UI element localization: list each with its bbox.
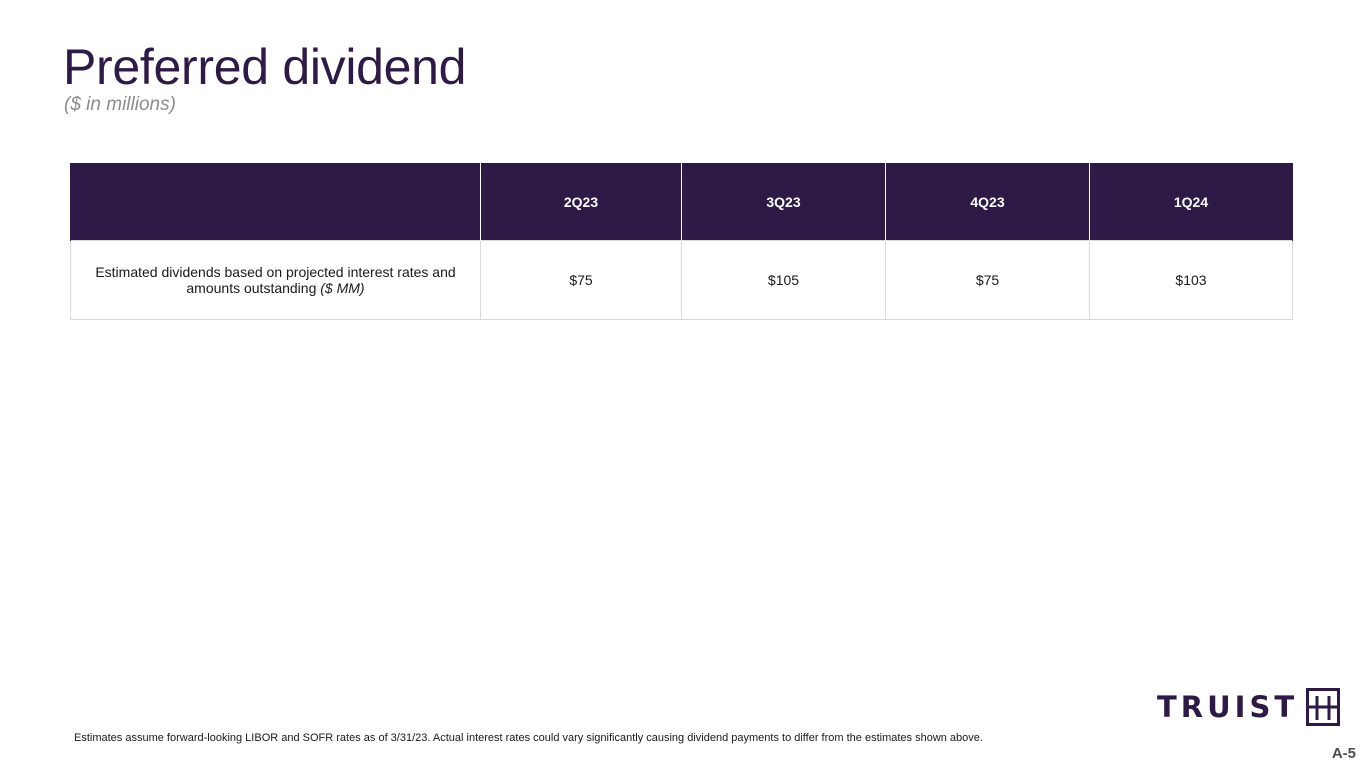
page-number: A-5 bbox=[1331, 745, 1356, 762]
page-title: Preferred dividend bbox=[63, 39, 467, 95]
header-cell-3q23: 3Q23 bbox=[681, 163, 886, 241]
row-label-text: Estimated dividends based on projected i… bbox=[95, 264, 456, 296]
logo-text: TRUIST bbox=[1157, 690, 1299, 724]
value-cell-1q24: $103 bbox=[1089, 240, 1293, 320]
value-cell-4q23: $75 bbox=[885, 240, 1090, 320]
table-row: Estimated dividends based on projected i… bbox=[70, 240, 1293, 320]
dividend-table: 2Q23 3Q23 4Q23 1Q24 Estimated dividends … bbox=[70, 163, 1293, 320]
row-label-unit: ($ MM) bbox=[320, 280, 365, 296]
row-label-cell: Estimated dividends based on projected i… bbox=[70, 240, 481, 320]
value-cell-3q23: $105 bbox=[681, 240, 886, 320]
page-subtitle: ($ in millions) bbox=[64, 94, 176, 115]
header-cell-empty bbox=[70, 163, 481, 241]
header-cell-2q23: 2Q23 bbox=[480, 163, 682, 241]
value-cell-2q23: $75 bbox=[480, 240, 682, 320]
truist-logo: TRUIST bbox=[1157, 688, 1341, 726]
footnote: Estimates assume forward-looking LIBOR a… bbox=[74, 732, 983, 744]
header-cell-4q23: 4Q23 bbox=[885, 163, 1090, 241]
table-header-row: 2Q23 3Q23 4Q23 1Q24 bbox=[70, 163, 1293, 241]
truist-mark-icon bbox=[1306, 688, 1341, 726]
header-cell-1q24: 1Q24 bbox=[1089, 163, 1293, 241]
